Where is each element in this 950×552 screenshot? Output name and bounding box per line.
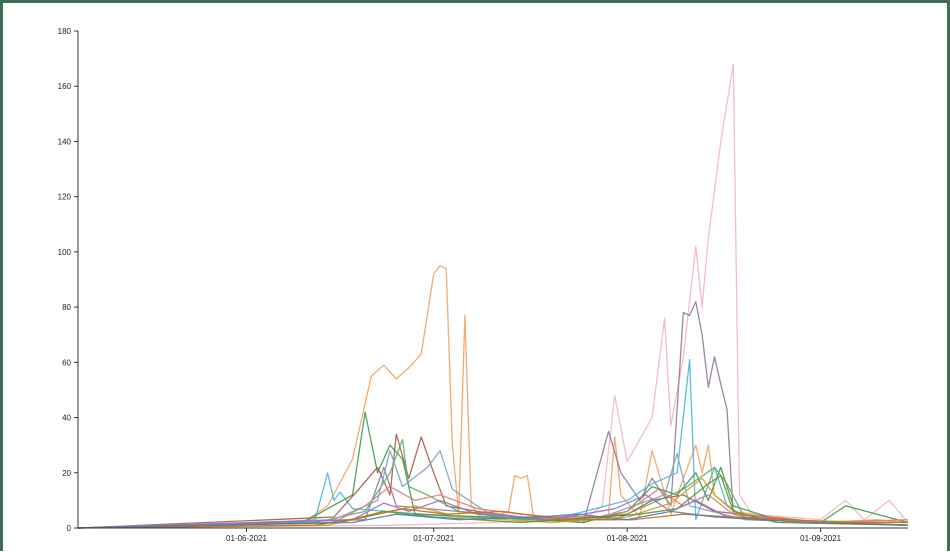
y-tick-label: 0: [67, 524, 72, 533]
series-line-1: [77, 265, 909, 529]
y-tick-label: 140: [58, 137, 72, 146]
y-tick-label: 100: [58, 248, 72, 257]
series-line-6: [77, 433, 909, 529]
x-ticks: 01-06-2021 01-07-2021 01-08-2021 01-09-2021: [226, 528, 842, 543]
series-line-2: [77, 63, 909, 529]
x-tick-label: 01-09-2021: [800, 534, 841, 543]
x-tick-label: 01-07-2021: [413, 534, 454, 543]
y-tick-label: 60: [62, 358, 71, 367]
series-line-12: [77, 474, 909, 529]
series-line-9: [77, 485, 909, 529]
x-tick-label: 01-06-2021: [226, 534, 267, 543]
series-layer: [77, 63, 909, 529]
y-tick-label: 40: [62, 414, 71, 423]
y-tick-label: 120: [58, 193, 72, 202]
y-tick-label: 180: [58, 27, 72, 36]
series-line-13: [77, 508, 908, 529]
series-line-14: [77, 510, 909, 529]
series-line-3: [77, 300, 909, 529]
y-tick-label: 80: [62, 303, 71, 312]
x-tick-label: 01-08-2021: [607, 534, 648, 543]
y-tick-label: 160: [58, 82, 72, 91]
y-tick-label: 20: [62, 469, 71, 478]
series-line-8: [77, 450, 909, 529]
series-line-4: [77, 358, 909, 529]
y-ticks: 0 20 40 60 80 100 120 140 160 180: [58, 27, 78, 533]
